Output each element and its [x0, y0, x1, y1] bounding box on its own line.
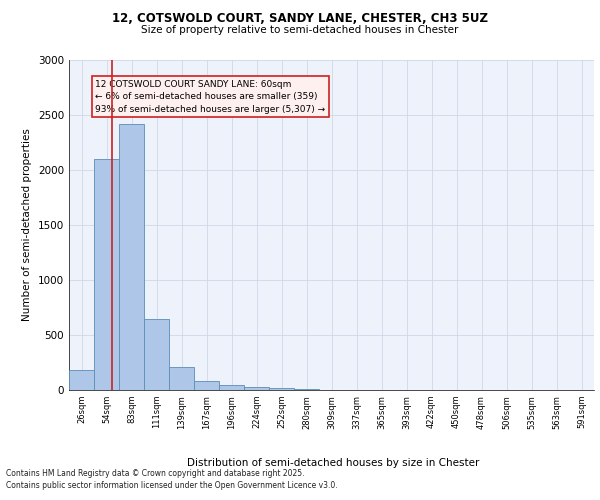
Text: 12, COTSWOLD COURT, SANDY LANE, CHESTER, CH3 5UZ: 12, COTSWOLD COURT, SANDY LANE, CHESTER,…	[112, 12, 488, 24]
Bar	[269, 388, 294, 390]
Bar	[144, 318, 169, 390]
Y-axis label: Number of semi-detached properties: Number of semi-detached properties	[22, 128, 32, 322]
Text: Contains public sector information licensed under the Open Government Licence v3: Contains public sector information licen…	[6, 481, 338, 490]
Text: Distribution of semi-detached houses by size in Chester: Distribution of semi-detached houses by …	[187, 458, 479, 468]
Bar	[169, 367, 194, 390]
Bar	[94, 159, 119, 390]
Text: 12 COTSWOLD COURT SANDY LANE: 60sqm
← 6% of semi-detached houses are smaller (35: 12 COTSWOLD COURT SANDY LANE: 60sqm ← 6%…	[95, 80, 325, 114]
Bar	[194, 381, 219, 390]
Text: Size of property relative to semi-detached houses in Chester: Size of property relative to semi-detach…	[142, 25, 458, 35]
Bar	[219, 385, 244, 390]
Bar	[69, 370, 94, 390]
Text: Contains HM Land Registry data © Crown copyright and database right 2025.: Contains HM Land Registry data © Crown c…	[6, 468, 305, 477]
Bar	[119, 124, 144, 390]
Bar	[244, 386, 269, 390]
